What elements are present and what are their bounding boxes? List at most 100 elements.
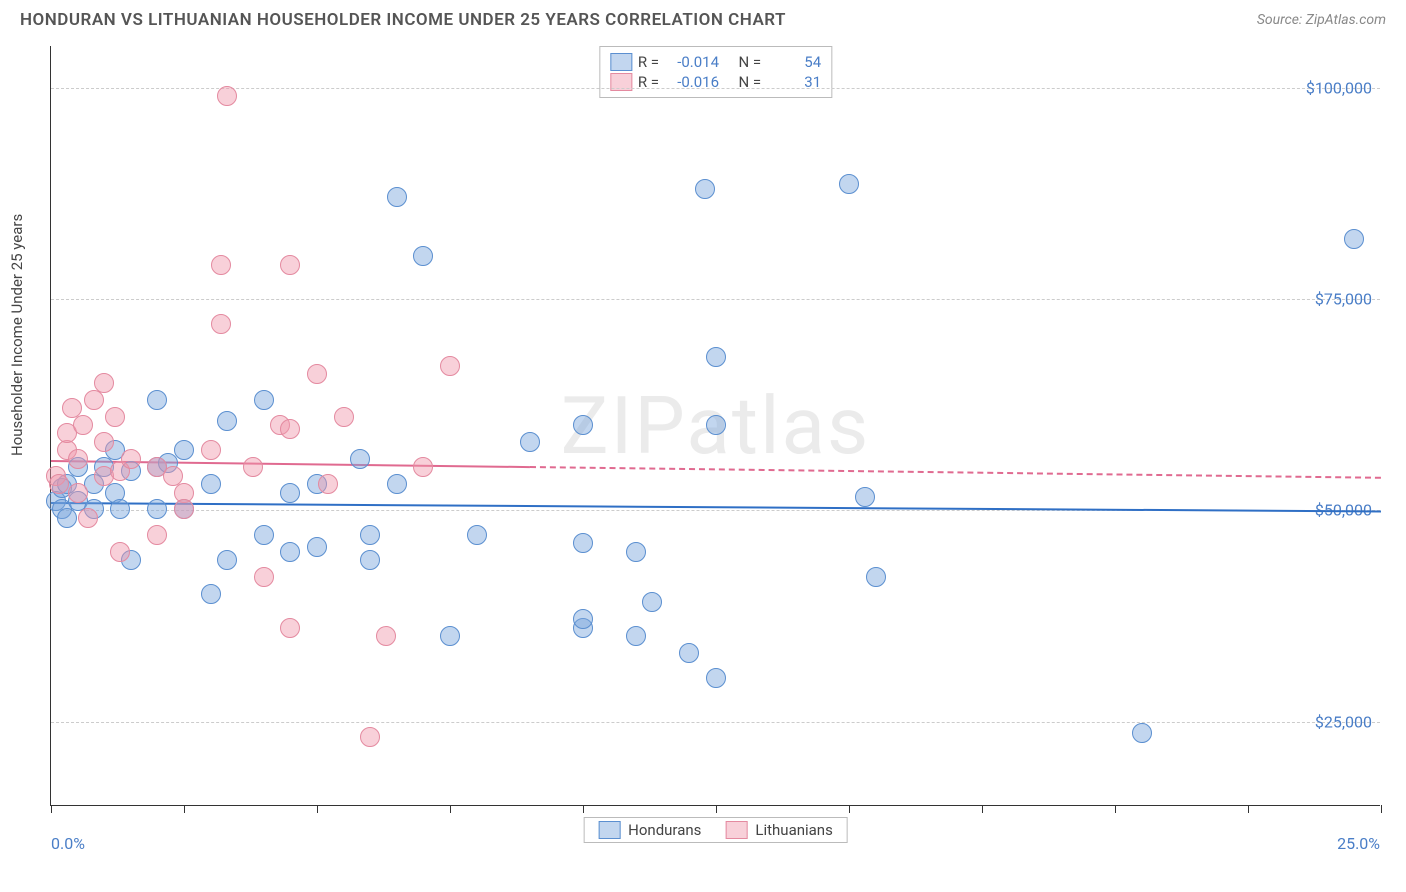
scatter-point	[387, 187, 407, 207]
scatter-point	[573, 533, 593, 553]
scatter-point	[57, 508, 77, 528]
x-max-label: 25.0%	[1337, 834, 1380, 853]
scatter-point	[211, 255, 231, 275]
n-label: N =	[739, 53, 762, 71]
correlation-box: R = -0.014 N = 54 R = -0.016 N = 31	[599, 46, 832, 98]
scatter-point	[147, 390, 167, 410]
scatter-point	[280, 419, 300, 439]
scatter-point	[201, 440, 221, 460]
scatter-point	[626, 626, 646, 646]
scatter-point	[626, 542, 646, 562]
gridline	[51, 88, 1380, 89]
scatter-point	[839, 174, 859, 194]
scatter-point	[110, 499, 130, 519]
plot-area: ZIPatlas R = -0.014 N = 54 R = -0.016 N …	[50, 46, 1380, 806]
r-value: -0.014	[665, 53, 719, 71]
n-value: 54	[767, 53, 821, 71]
chart-title: HONDURAN VS LITHUANIAN HOUSEHOLDER INCOM…	[20, 10, 786, 30]
scatter-point	[211, 314, 231, 334]
scatter-point	[68, 449, 88, 469]
scatter-point	[243, 457, 263, 477]
trend-line	[530, 466, 1381, 479]
y-tick-label: $25,000	[1315, 712, 1372, 731]
series-legend: Hondurans Lithuanians	[583, 817, 848, 843]
scatter-point	[78, 508, 98, 528]
scatter-point	[706, 415, 726, 435]
scatter-point	[217, 411, 237, 431]
scatter-point	[280, 618, 300, 638]
scatter-point	[1344, 229, 1364, 249]
scatter-point	[73, 415, 93, 435]
scatter-point	[706, 347, 726, 367]
x-min-label: 0.0%	[51, 834, 85, 853]
scatter-point	[866, 567, 886, 587]
scatter-point	[855, 487, 875, 507]
correlation-row: R = -0.014 N = 54	[610, 53, 821, 71]
chart-header: HONDURAN VS LITHUANIAN HOUSEHOLDER INCOM…	[0, 0, 1406, 36]
scatter-point	[254, 567, 274, 587]
scatter-point	[105, 407, 125, 427]
scatter-point	[217, 86, 237, 106]
scatter-point	[174, 499, 194, 519]
x-tick	[1381, 805, 1382, 813]
scatter-point	[679, 643, 699, 663]
scatter-point	[706, 668, 726, 688]
scatter-point	[84, 390, 104, 410]
x-tick	[716, 805, 717, 813]
y-tick-label: $75,000	[1315, 290, 1372, 309]
scatter-point	[280, 255, 300, 275]
scatter-point	[695, 179, 715, 199]
scatter-point	[147, 499, 167, 519]
scatter-point	[387, 474, 407, 494]
legend-item: Lithuanians	[725, 821, 832, 839]
scatter-point	[413, 246, 433, 266]
scatter-point	[318, 474, 338, 494]
scatter-point	[147, 525, 167, 545]
scatter-point	[1132, 723, 1152, 743]
legend-label: Hondurans	[628, 821, 701, 839]
scatter-point	[280, 542, 300, 562]
x-tick	[849, 805, 850, 813]
gridline	[51, 722, 1380, 723]
x-tick	[450, 805, 451, 813]
scatter-point	[174, 440, 194, 460]
y-axis-label: Householder Income Under 25 years	[8, 214, 26, 456]
scatter-point	[360, 727, 380, 747]
scatter-point	[520, 432, 540, 452]
scatter-point	[94, 373, 114, 393]
x-tick	[184, 805, 185, 813]
scatter-point	[201, 474, 221, 494]
legend-swatch-icon	[610, 53, 632, 71]
x-tick	[583, 805, 584, 813]
scatter-point	[254, 390, 274, 410]
scatter-point	[68, 483, 88, 503]
scatter-point	[254, 525, 274, 545]
y-tick-label: $100,000	[1306, 79, 1372, 98]
scatter-point	[334, 407, 354, 427]
scatter-point	[217, 550, 237, 570]
chart-container: Householder Income Under 25 years ZIPatl…	[0, 36, 1406, 886]
x-tick	[51, 805, 52, 813]
x-tick	[1115, 805, 1116, 813]
x-tick	[1248, 805, 1249, 813]
scatter-point	[280, 483, 300, 503]
scatter-point	[307, 537, 327, 557]
legend-item: Hondurans	[598, 821, 701, 839]
scatter-point	[201, 584, 221, 604]
scatter-point	[49, 474, 69, 494]
x-tick	[317, 805, 318, 813]
legend-swatch-icon	[725, 821, 747, 839]
x-tick	[982, 805, 983, 813]
r-label: R =	[638, 53, 659, 71]
scatter-point	[440, 626, 460, 646]
gridline	[51, 299, 1380, 300]
scatter-point	[121, 449, 141, 469]
legend-label: Lithuanians	[755, 821, 832, 839]
scatter-point	[467, 525, 487, 545]
source-label: Source: ZipAtlas.com	[1257, 12, 1386, 28]
scatter-point	[360, 550, 380, 570]
scatter-point	[350, 449, 370, 469]
scatter-point	[413, 457, 433, 477]
scatter-point	[573, 609, 593, 629]
scatter-point	[376, 626, 396, 646]
